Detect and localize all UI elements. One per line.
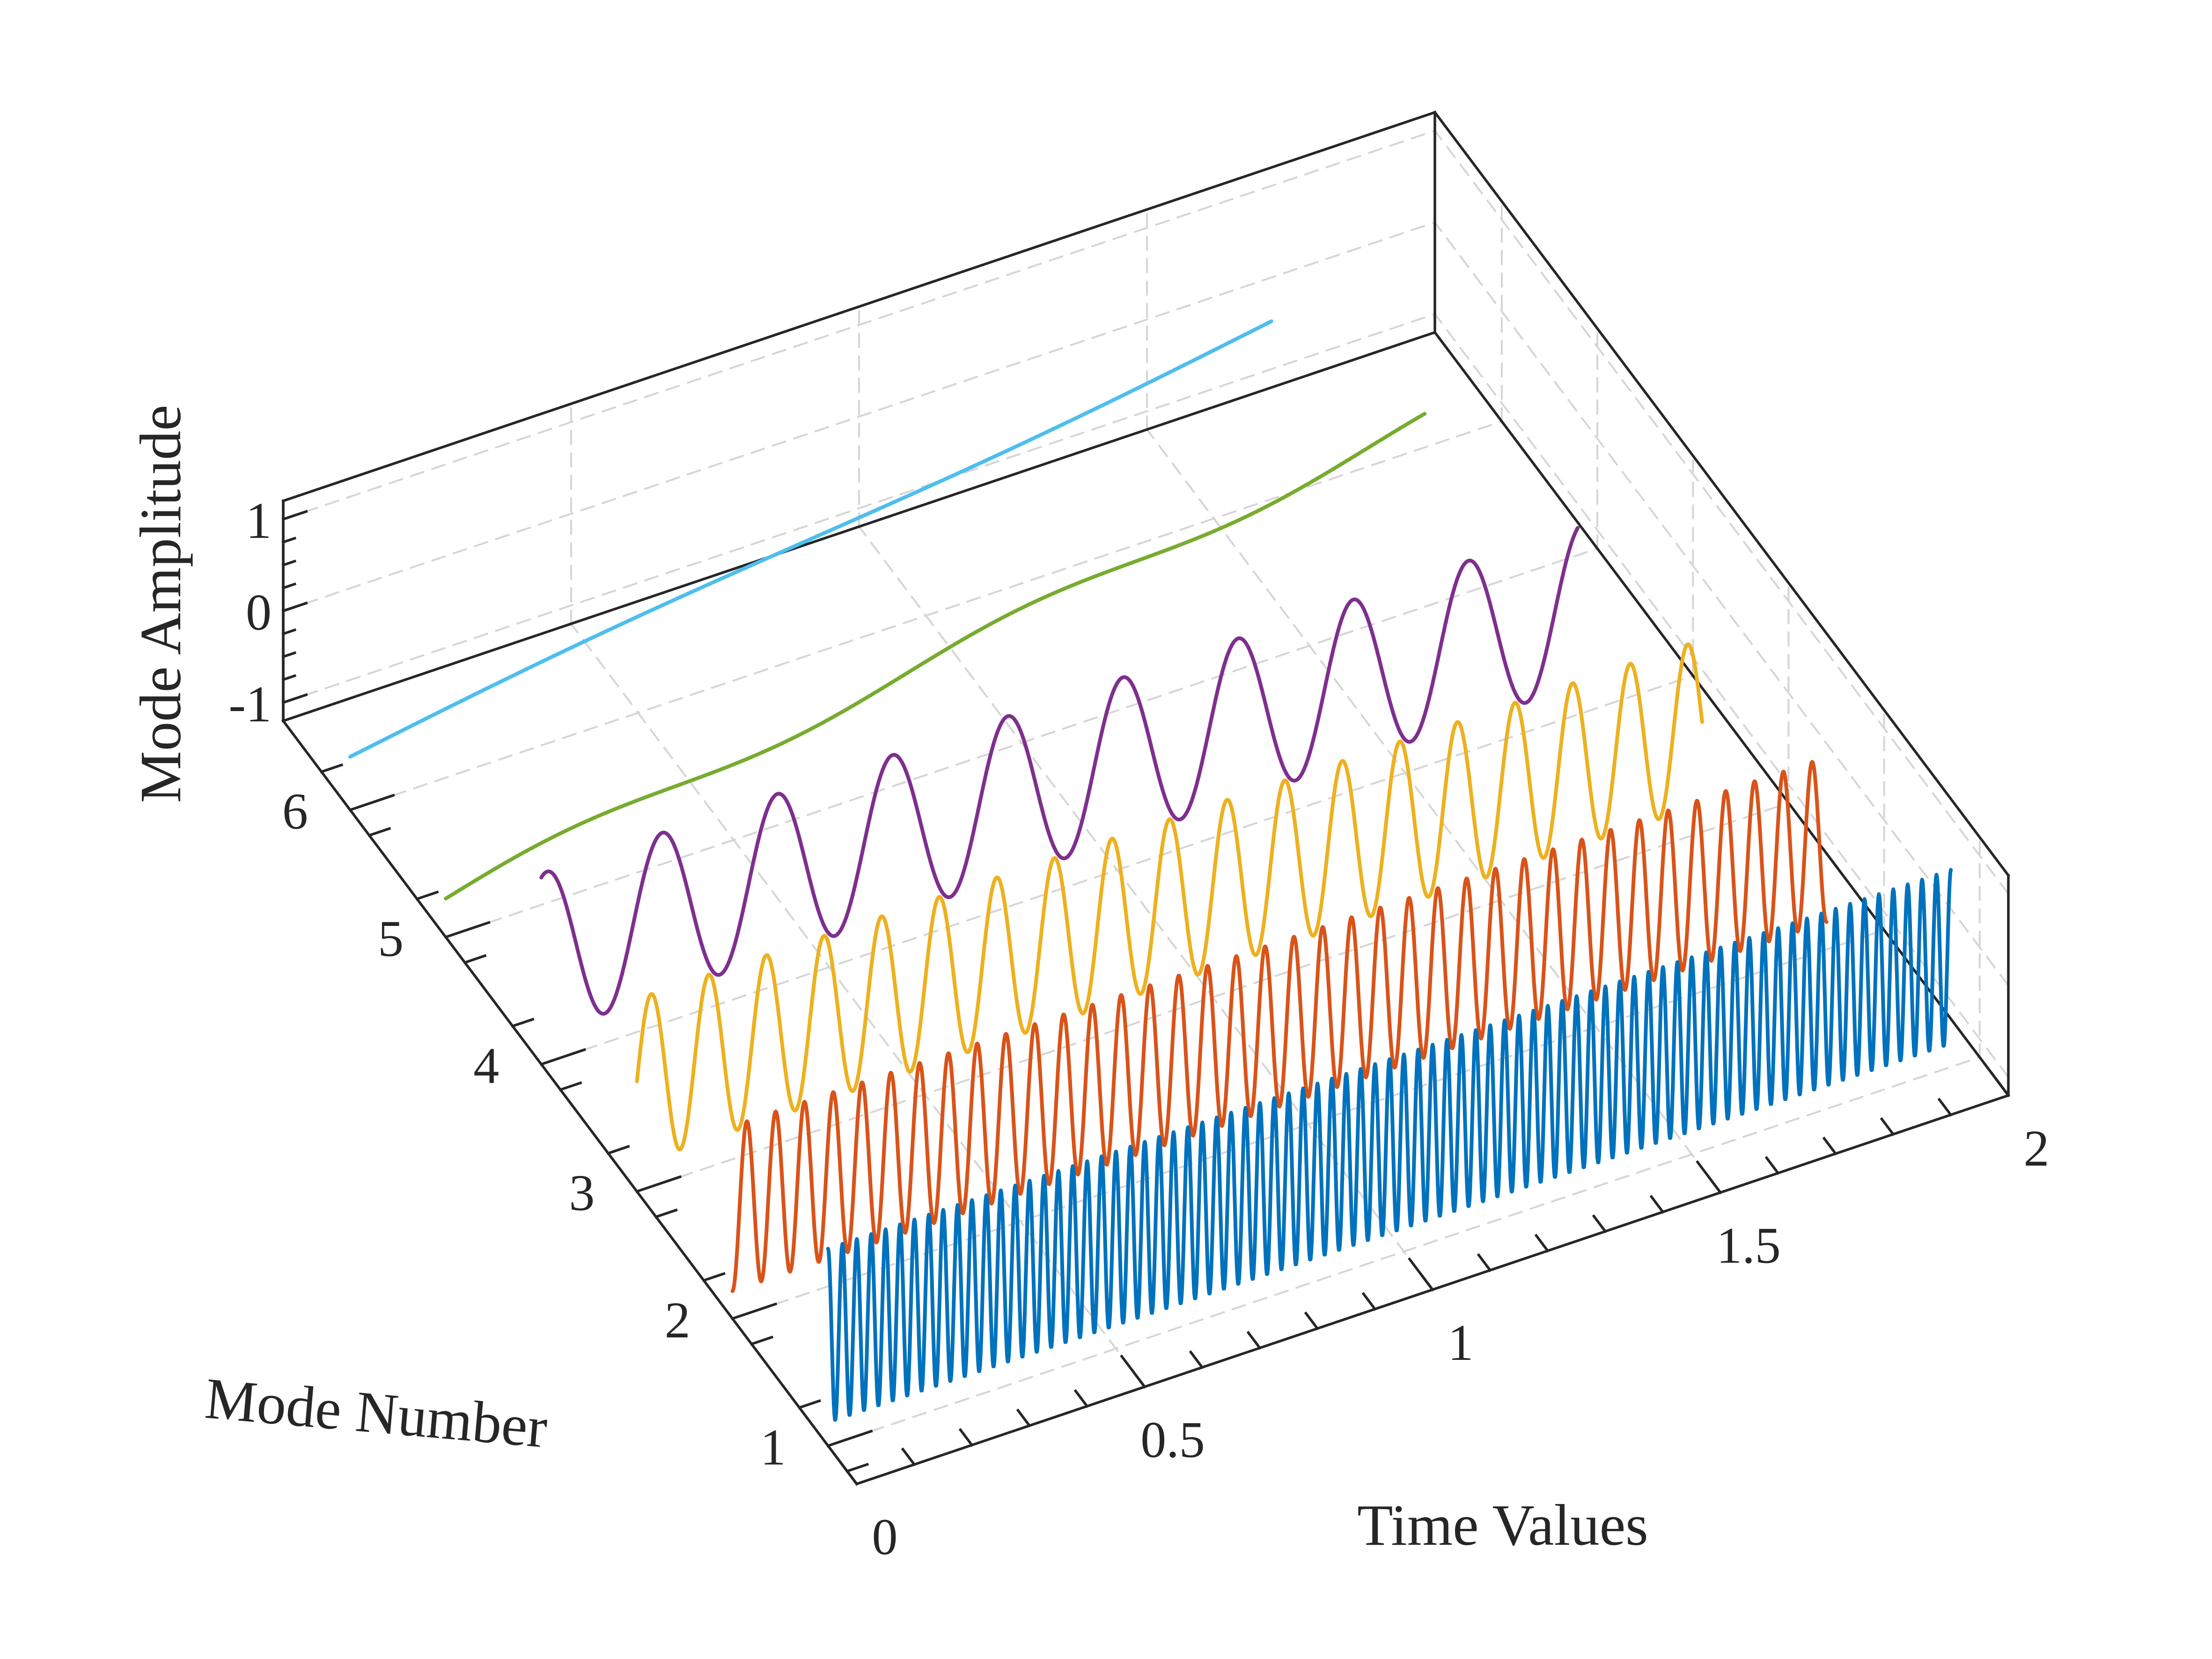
- labels-layer: 0 0.5 1 1.5 2 1 2 3 4 5 6-1 0 1: [228, 492, 2049, 1565]
- z-tick-label: 1: [246, 492, 272, 549]
- y-minor-tick: [415, 890, 439, 901]
- y-minor-tick: [367, 827, 391, 837]
- x-minor-tick: [1304, 1311, 1319, 1330]
- z-axis-title: Mode Amplitude: [129, 405, 193, 803]
- z-minor-tick: [281, 582, 297, 590]
- x-minor-tick: [1246, 1331, 1262, 1350]
- x-minor-tick: [901, 1447, 916, 1467]
- z-minor-tick: [281, 559, 297, 567]
- x-tick-label: 1: [1448, 1314, 1474, 1371]
- series-line-mode-4: [539, 526, 1580, 1016]
- x-minor-tick: [1937, 1098, 1953, 1117]
- z-tick-label: 0: [246, 584, 272, 641]
- z-major-tick: [281, 510, 308, 521]
- z-minor-tick: [281, 536, 297, 544]
- z-minor-tick: [281, 674, 297, 682]
- box-edge: [1433, 110, 2010, 877]
- grid-side-z: [1433, 129, 2010, 896]
- y-minor-tick: [320, 763, 344, 774]
- y-tick-label: 4: [473, 1037, 499, 1094]
- x-minor-tick: [1764, 1156, 1780, 1175]
- grid-back-z: [282, 313, 1436, 704]
- y-tick-label: 5: [378, 910, 404, 967]
- grid-floor-y: [731, 929, 1886, 1320]
- axes-box-back: [281, 110, 2010, 1097]
- y-axis-title: Mode Number: [203, 1366, 550, 1460]
- x-tick-label: 2: [2024, 1120, 2050, 1177]
- z-tick-label: -1: [228, 675, 272, 733]
- z-major-tick: [281, 693, 308, 705]
- y-tick-label: 3: [569, 1164, 595, 1221]
- x-minor-tick: [1649, 1195, 1665, 1214]
- y-tick-label: 2: [665, 1292, 691, 1349]
- y-minor-tick: [463, 954, 487, 964]
- y-minor-tick: [559, 1081, 582, 1092]
- x-axis-title: Time Values: [1357, 1493, 1648, 1558]
- y-major-tick: [444, 921, 491, 939]
- y-axis-line: [281, 719, 859, 1486]
- series-line-mode-6: [348, 319, 1273, 759]
- grid-side-z: [1433, 221, 2010, 987]
- x-minor-tick: [1189, 1350, 1204, 1369]
- y-minor-tick: [511, 1018, 535, 1028]
- series-layer: [348, 319, 1953, 1422]
- y-minor-tick: [606, 1145, 630, 1155]
- x-minor-tick: [1534, 1233, 1550, 1253]
- z-minor-tick: [281, 651, 297, 659]
- grid-layer: [282, 111, 2010, 1485]
- y-major-tick: [348, 793, 395, 812]
- y-minor-tick: [654, 1208, 678, 1219]
- y-minor-tick: [845, 1462, 869, 1473]
- box-edge: [281, 330, 1437, 723]
- x-minor-tick: [1880, 1117, 1895, 1136]
- grid-floor-y: [349, 420, 1503, 811]
- x-minor-tick: [1477, 1253, 1492, 1272]
- y-major-tick: [635, 1175, 682, 1193]
- grid-side-z: [1433, 312, 2010, 1079]
- grid-back-z: [282, 221, 1436, 612]
- axes-box-front: [281, 499, 2010, 1486]
- series-line-mode-2: [730, 760, 1829, 1293]
- grid-floor-y: [827, 1056, 1981, 1447]
- ticks-layer: [281, 510, 2010, 1486]
- y-minor-tick: [702, 1272, 726, 1282]
- y-minor-tick: [798, 1399, 821, 1409]
- x-tick-label: 0: [872, 1508, 898, 1565]
- y-tick-label: 1: [760, 1419, 786, 1476]
- x-tick-label: 1.5: [1716, 1217, 1781, 1274]
- grid-back-z: [282, 129, 1436, 521]
- x-minor-tick: [1592, 1214, 1607, 1233]
- x-minor-tick: [1073, 1389, 1089, 1408]
- x-minor-tick: [1016, 1409, 1031, 1428]
- grid-floor-y: [540, 674, 1694, 1066]
- y-major-tick: [731, 1302, 778, 1321]
- series-line-mode-5: [444, 412, 1427, 901]
- series-line-mode-1: [826, 868, 1953, 1422]
- x-tick-label: 0.5: [1140, 1411, 1205, 1468]
- y-minor-tick: [750, 1336, 773, 1346]
- box-edge: [281, 110, 1437, 503]
- z-major-tick: [281, 601, 308, 613]
- y-major-tick: [826, 1429, 873, 1447]
- y-tick-label: 6: [282, 783, 308, 840]
- z-minor-tick: [281, 628, 297, 636]
- x-major-tick: [1408, 1257, 1434, 1292]
- series-line-mode-3: [635, 642, 1704, 1152]
- grid-floor-y: [444, 547, 1599, 939]
- x-major-tick: [1120, 1354, 1146, 1389]
- x-minor-tick: [1361, 1292, 1377, 1311]
- x-major-tick: [1696, 1160, 1722, 1195]
- x-minor-tick: [958, 1428, 974, 1447]
- x-major-tick: [1984, 1063, 2010, 1097]
- x-major-tick: [832, 1451, 859, 1486]
- y-major-tick: [539, 1048, 586, 1066]
- x-minor-tick: [1822, 1137, 1837, 1156]
